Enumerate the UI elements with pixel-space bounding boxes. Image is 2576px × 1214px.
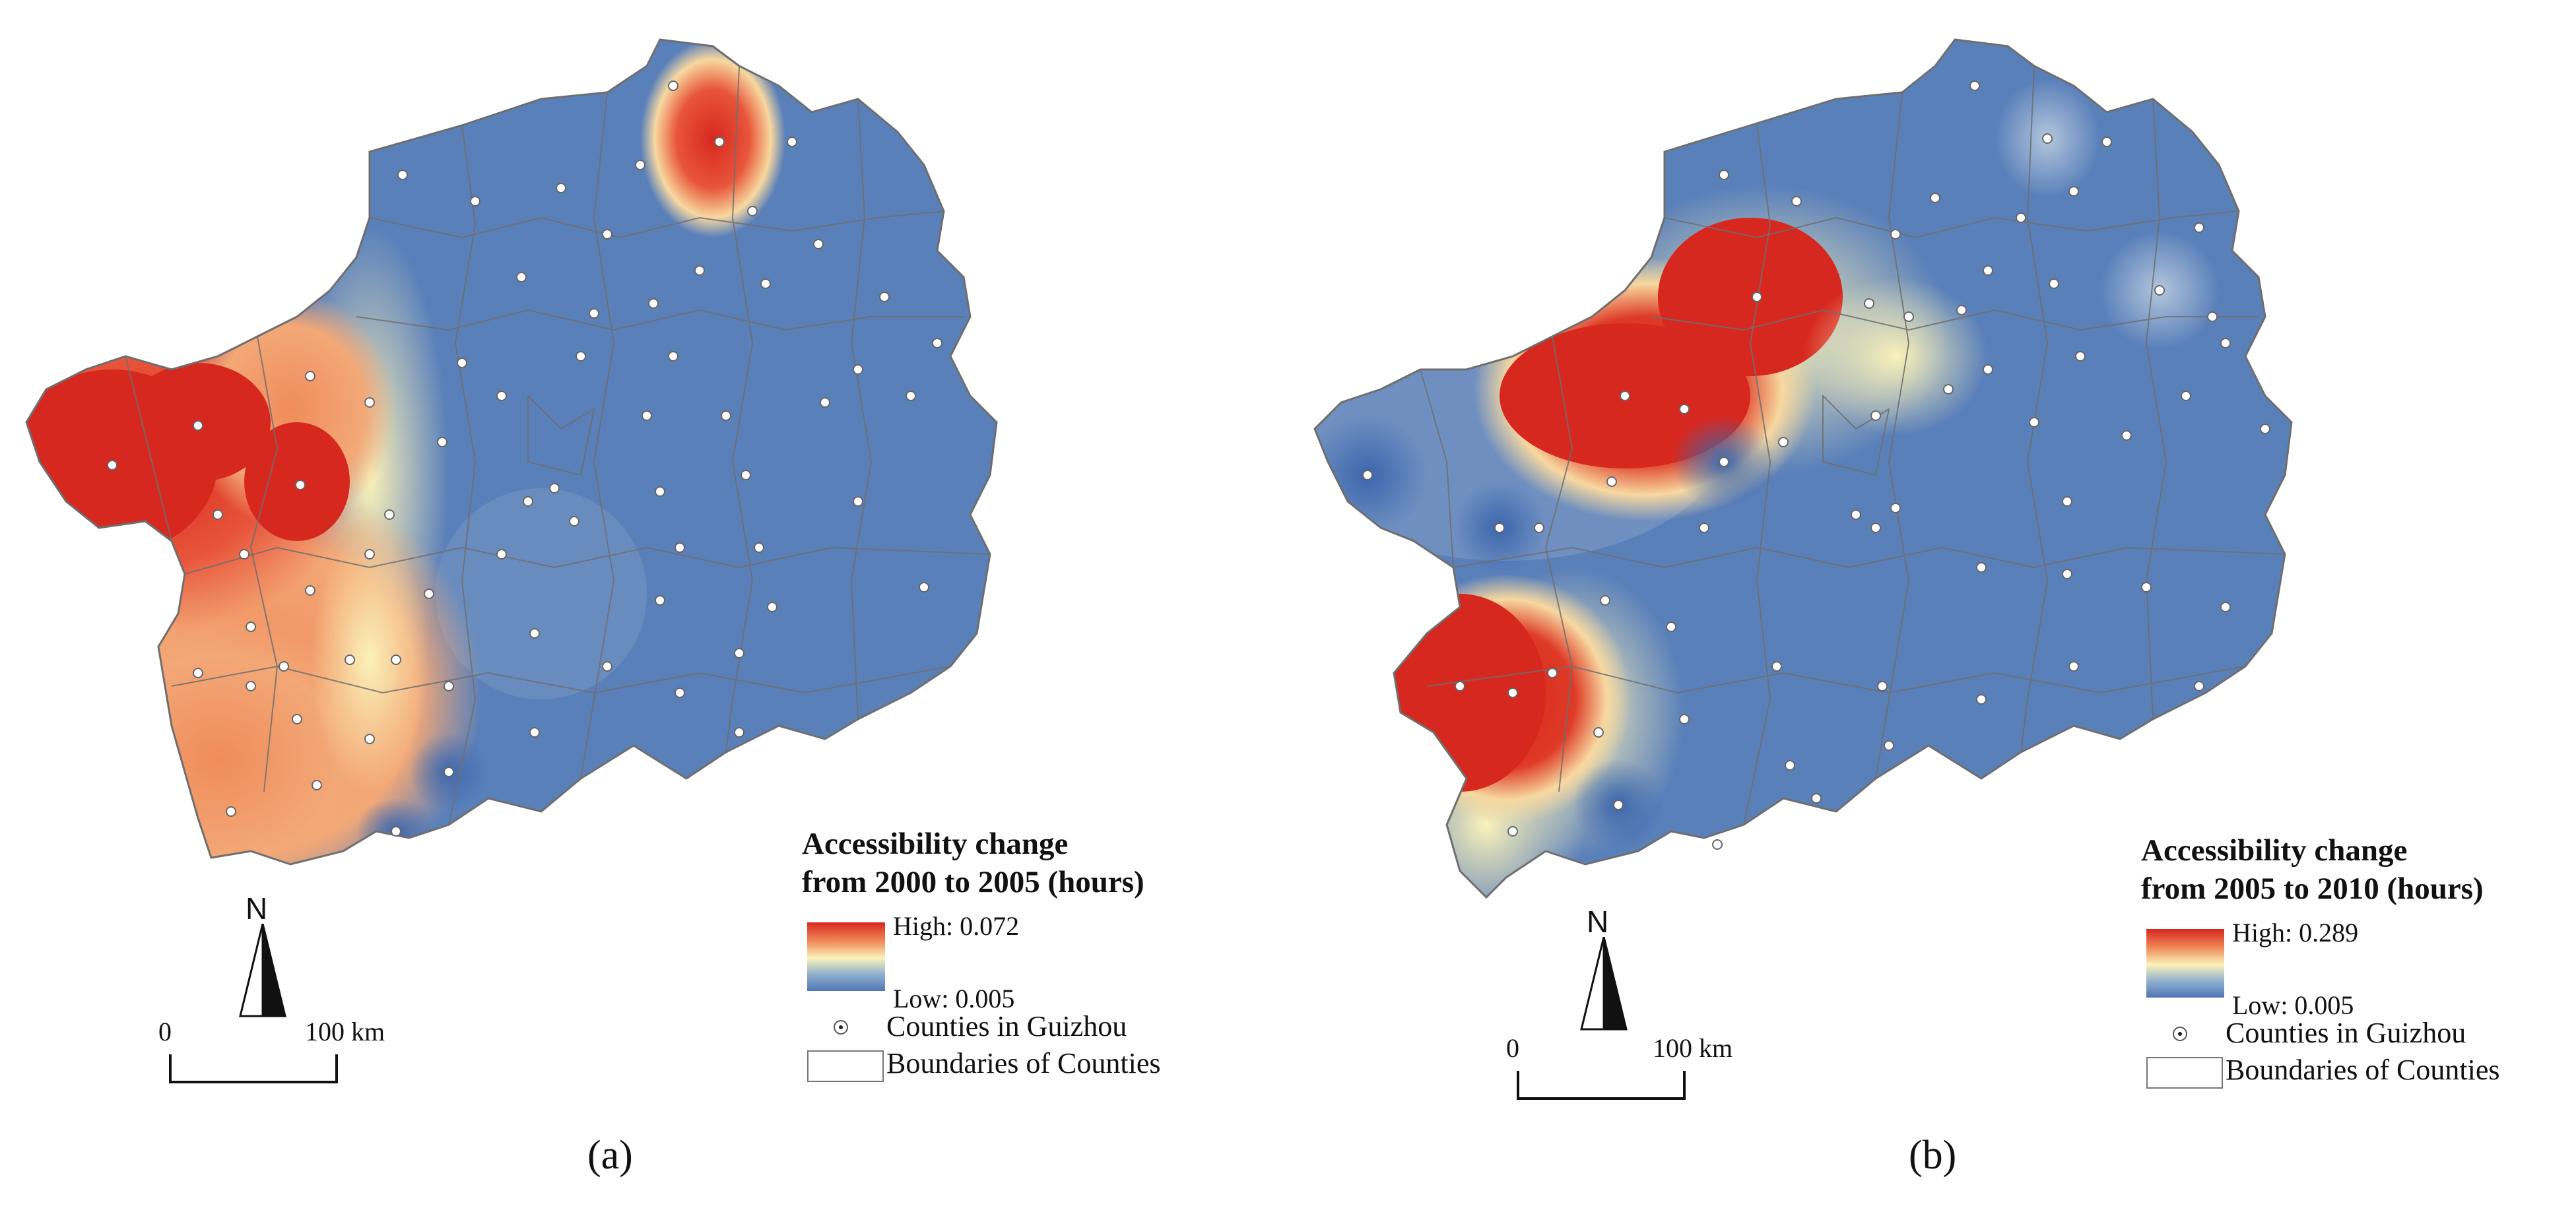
county-points-b (1362, 80, 2270, 850)
county-points-a (107, 80, 942, 837)
color-ramp-swatch-a (807, 922, 885, 991)
north-label-a: N (246, 891, 268, 926)
county-point-icon (2173, 1027, 2187, 1041)
boundary-box-icon (807, 1050, 884, 1082)
scale-bar-b: 0 100 km (1506, 1033, 1733, 1105)
color-ramp-a: High: 0.072 Low: 0.005 (802, 910, 1144, 1013)
scale-end-b: 100 km (1653, 1033, 1733, 1063)
legend-boundaries-b: Boundaries of Counties (2141, 1053, 2500, 1090)
scale-bar-a: 0 100 km (158, 1016, 385, 1089)
panel-label-b: (b) (1909, 1133, 1957, 1178)
county-boundaries-b (1420, 65, 2286, 825)
boundary-box-icon (2146, 1057, 2223, 1089)
color-ramp-swatch-b (2146, 929, 2224, 998)
ramp-low-label-a: Low: 0.005 (893, 984, 1015, 1013)
legend-counties-label-a: Counties in Guizhou (886, 1010, 1127, 1042)
legend-counties-label-b: Counties in Guizhou (2226, 1017, 2466, 1049)
north-arrow-a: N (238, 891, 290, 1023)
legend-title-a-line1: Accessibility change (802, 827, 1069, 861)
ramp-high-label-a: High: 0.072 (893, 911, 1020, 941)
legend-title-a-line2: from 2000 to 2005 (hours) (802, 865, 1144, 899)
legend-boundaries-label-b: Boundaries of Counties (2226, 1054, 2500, 1086)
legend-a: Accessibility change from 2000 to 2005 (… (802, 825, 1161, 1083)
legend-counties-b: Counties in Guizhou (2141, 1016, 2484, 1053)
legend-b: Accessibility change from 2005 to 2010 (… (2141, 831, 2500, 1090)
north-arrow-b: N (1579, 904, 1632, 1036)
color-ramp-b: High: 0.289 Low: 0.005 (2141, 917, 2484, 1020)
north-arrow-icon (1580, 937, 1628, 1031)
map-b (1313, 38, 2293, 899)
panel-b: Accessibility change from 2005 to 2010 (… (1288, 0, 2576, 1214)
legend-counties-a: Counties in Guizhou (802, 1009, 1144, 1046)
county-point-icon (834, 1020, 848, 1035)
panel-a: Accessibility change from 2000 to 2005 (… (0, 0, 1287, 1214)
legend-boundaries-label-a: Boundaries of Counties (886, 1047, 1161, 1079)
panel-label-a: (a) (587, 1133, 633, 1178)
map-a (25, 38, 998, 866)
north-label-b: N (1587, 905, 1609, 939)
scale-end-a: 100 km (305, 1017, 385, 1046)
ramp-high-label-b: High: 0.289 (2232, 918, 2359, 947)
county-boundaries-a (125, 65, 991, 825)
legend-title-b-line1: Accessibility change (2141, 833, 2408, 868)
ramp-low-label-b: Low: 0.005 (2232, 990, 2354, 1020)
legend-boundaries-a: Boundaries of Counties (802, 1046, 1161, 1083)
legend-title-b-line2: from 2005 to 2010 (hours) (2141, 872, 2484, 906)
north-arrow-icon (239, 924, 286, 1017)
scale-start-a: 0 (158, 1017, 172, 1046)
scale-start-b: 0 (1506, 1033, 1519, 1063)
